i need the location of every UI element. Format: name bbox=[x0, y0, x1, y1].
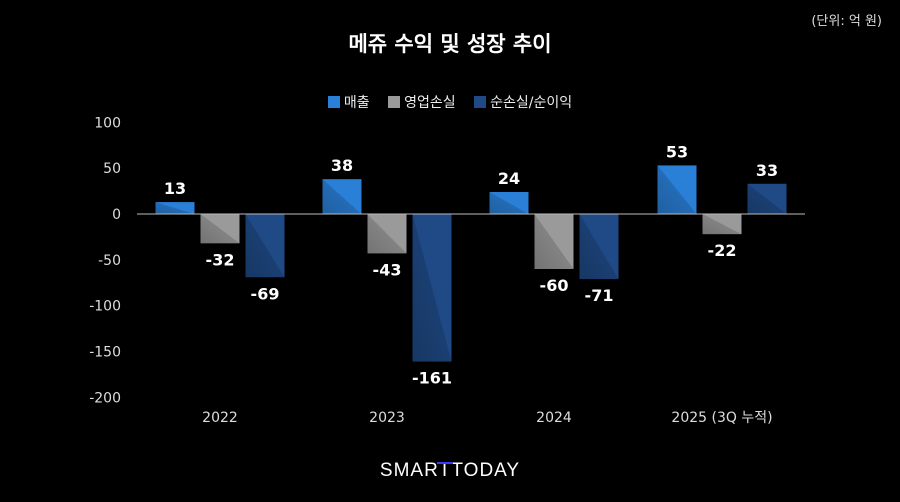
x-tick-label: 2022 bbox=[202, 410, 238, 426]
bar bbox=[200, 214, 240, 244]
legend-label: 순손실/순이익 bbox=[490, 95, 573, 111]
legend-item-net: 순손실/순이익 bbox=[474, 92, 572, 112]
legend-swatch bbox=[388, 96, 401, 108]
legend: 매출 영업손실 순손실/순이익 bbox=[0, 92, 900, 112]
legend-swatch bbox=[327, 96, 340, 108]
data-label: -161 bbox=[412, 369, 452, 388]
legend-item-operating-loss: 영업손실 bbox=[388, 92, 456, 112]
bar bbox=[579, 214, 619, 280]
y-tick-label: 50 bbox=[103, 161, 121, 177]
data-label: -43 bbox=[373, 260, 402, 279]
bar bbox=[155, 202, 195, 214]
legend-label: 영업손실 bbox=[404, 95, 456, 111]
x-tick-label: 2023 bbox=[369, 410, 405, 426]
x-tick-label: 2025 (3Q 누적) bbox=[671, 410, 772, 426]
data-label: -22 bbox=[708, 241, 737, 260]
y-tick-label: -200 bbox=[89, 390, 121, 406]
legend-swatch bbox=[474, 96, 487, 108]
smarttoday-logo: SMARTTODAY bbox=[379, 460, 521, 481]
bar bbox=[245, 214, 285, 278]
chart-title: 메쥬 수익 및 성장 추이 bbox=[348, 32, 552, 56]
data-label: 53 bbox=[666, 142, 688, 161]
legend-item-sales: 매출 bbox=[327, 92, 370, 112]
data-label: -71 bbox=[585, 286, 614, 305]
y-tick-label: 0 bbox=[112, 207, 121, 223]
y-tick-label: -100 bbox=[89, 299, 121, 315]
data-label: 38 bbox=[331, 156, 353, 175]
bar bbox=[322, 179, 362, 214]
x-tick-label: 2024 bbox=[536, 410, 572, 426]
bar bbox=[702, 214, 742, 235]
y-tick-label: -50 bbox=[98, 253, 121, 269]
legend-label: 매출 bbox=[343, 95, 370, 111]
unit-label: (단위: 억 원) bbox=[811, 14, 882, 29]
data-label: 13 bbox=[164, 179, 186, 198]
data-label: -32 bbox=[206, 250, 235, 269]
y-tick-label: 100 bbox=[94, 115, 121, 131]
data-label: -69 bbox=[251, 284, 280, 303]
y-tick-label: -150 bbox=[89, 345, 121, 361]
bar bbox=[747, 183, 787, 214]
bar bbox=[657, 165, 697, 214]
bar bbox=[412, 214, 452, 362]
data-label: 24 bbox=[498, 169, 520, 188]
bar bbox=[534, 214, 574, 269]
bar bbox=[367, 214, 407, 254]
bar bbox=[489, 192, 529, 214]
data-label: -60 bbox=[540, 276, 569, 295]
data-label: 33 bbox=[756, 161, 778, 180]
